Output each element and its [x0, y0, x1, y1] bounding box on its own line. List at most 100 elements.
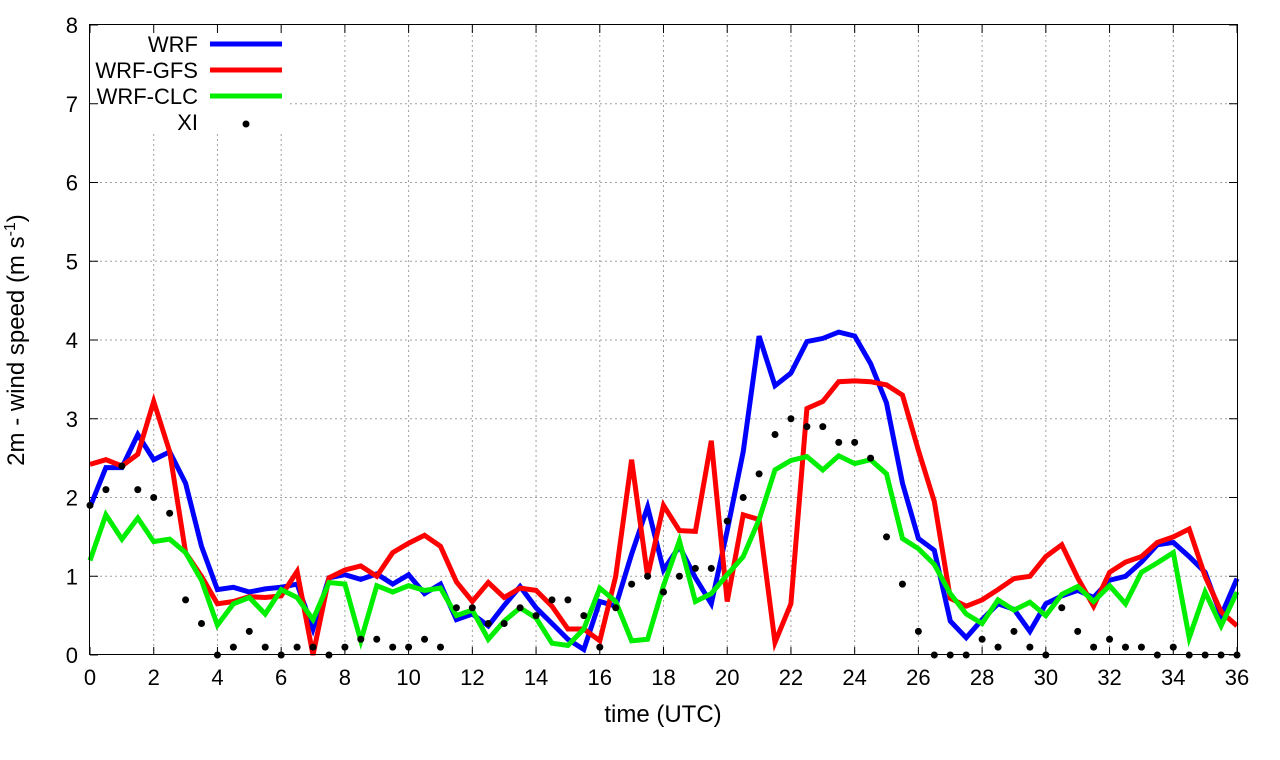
data-point — [134, 486, 142, 494]
legend-label-xi: XI — [177, 110, 198, 135]
x-tick-label: 24 — [842, 665, 866, 690]
data-point — [532, 612, 540, 620]
y-tick-label: 0 — [66, 643, 78, 668]
data-point — [596, 643, 604, 651]
data-point — [373, 635, 381, 643]
data-point — [436, 643, 444, 651]
y-tick-label: 7 — [66, 92, 78, 117]
legend-swatch-xi — [242, 120, 250, 128]
data-point — [1010, 627, 1018, 635]
plot-frame — [89, 24, 1238, 655]
data-point — [468, 604, 476, 612]
grid-lines — [90, 25, 1237, 655]
data-point — [357, 635, 365, 643]
data-point — [389, 643, 397, 651]
legend-label-wrf-gfs: WRF-GFS — [95, 58, 198, 83]
x-tick-label: 30 — [1034, 665, 1058, 690]
series-line-wrf-gfs — [89, 378, 1239, 656]
data-point — [1121, 643, 1129, 651]
x-tick-label: 8 — [339, 665, 351, 690]
data-point — [516, 604, 524, 612]
data-point — [898, 580, 906, 588]
data-point — [261, 643, 269, 651]
y-tick-label: 4 — [66, 328, 78, 353]
data-point — [707, 564, 715, 572]
data-point — [1058, 604, 1066, 612]
x-tick-label: 22 — [779, 665, 803, 690]
data-point — [851, 438, 859, 446]
data-point — [245, 627, 253, 635]
legend-label-wrf-clc: WRF-CLC — [97, 84, 199, 109]
x-tick-label: 14 — [524, 665, 548, 690]
data-point — [229, 643, 237, 651]
y-tick-label: 2 — [66, 486, 78, 511]
x-axis-label: time (UTC) — [604, 701, 721, 728]
data-point — [628, 580, 636, 588]
data-point — [118, 462, 126, 470]
x-tick-label: 12 — [460, 665, 484, 690]
x-tick-label: 36 — [1225, 665, 1249, 690]
data-point — [883, 533, 891, 541]
y-tick-label: 5 — [66, 249, 78, 274]
y-tick-label: 8 — [66, 13, 78, 38]
series-layer — [86, 329, 1241, 659]
data-point — [484, 620, 492, 627]
data-point — [835, 438, 843, 446]
data-point — [500, 620, 508, 627]
data-point — [994, 643, 1002, 651]
data-point — [166, 509, 174, 517]
data-point — [452, 604, 460, 612]
data-point — [421, 635, 429, 643]
data-point — [691, 564, 699, 572]
data-point — [293, 643, 301, 651]
x-tick-label: 16 — [588, 665, 612, 690]
series-xi — [86, 415, 1241, 659]
data-point — [978, 635, 986, 643]
y-tick-label: 6 — [66, 171, 78, 196]
x-tick-label: 0 — [84, 665, 96, 690]
data-point — [755, 470, 763, 478]
data-point — [1137, 643, 1145, 651]
series-line-wrf-clc — [87, 452, 1240, 650]
y-axis-label: 2m - wind speed (m s-1) — [2, 214, 30, 466]
data-point — [803, 423, 811, 431]
data-point — [660, 588, 667, 596]
data-point — [150, 494, 158, 501]
data-point — [548, 596, 556, 604]
data-point — [1106, 635, 1114, 643]
x-tick-label: 34 — [1161, 665, 1185, 690]
x-tick-label: 6 — [275, 665, 287, 690]
data-point — [1026, 643, 1034, 651]
data-point — [819, 423, 827, 431]
data-point — [1074, 627, 1082, 635]
data-point — [198, 620, 206, 627]
y-tick-label: 3 — [66, 407, 78, 432]
data-point — [341, 643, 349, 651]
data-point — [644, 572, 652, 580]
data-point — [102, 486, 110, 494]
data-point — [612, 604, 620, 612]
data-point — [182, 596, 190, 604]
data-point — [1090, 643, 1098, 651]
data-point — [405, 643, 413, 651]
data-point — [787, 415, 795, 423]
data-point — [580, 612, 588, 620]
data-point — [1169, 643, 1177, 651]
data-point — [914, 627, 922, 635]
data-point — [867, 454, 875, 462]
x-tick-label: 18 — [651, 665, 675, 690]
y-tick-label: 1 — [66, 564, 78, 589]
x-tick-label: 28 — [970, 665, 994, 690]
x-tick-label: 26 — [906, 665, 930, 690]
data-point — [309, 643, 317, 651]
x-tick-label: 20 — [715, 665, 739, 690]
x-tick-label: 10 — [396, 665, 420, 690]
data-point — [723, 517, 731, 525]
x-tick-label: 4 — [211, 665, 223, 690]
data-point — [771, 431, 779, 438]
legend-label-wrf: WRF — [148, 32, 198, 57]
data-point — [564, 596, 572, 604]
data-point — [739, 494, 747, 501]
